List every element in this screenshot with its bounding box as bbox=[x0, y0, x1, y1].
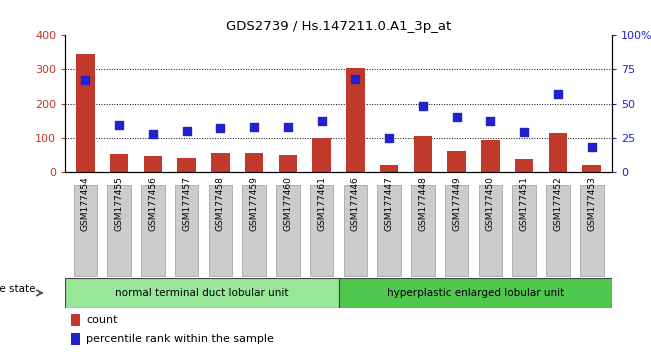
Title: GDS2739 / Hs.147211.0.A1_3p_at: GDS2739 / Hs.147211.0.A1_3p_at bbox=[226, 20, 451, 33]
Bar bbox=[346, 68, 365, 172]
Bar bbox=[481, 140, 500, 172]
Point bbox=[182, 128, 192, 133]
FancyBboxPatch shape bbox=[107, 185, 131, 276]
Point bbox=[114, 122, 124, 128]
FancyBboxPatch shape bbox=[74, 185, 97, 276]
Point bbox=[553, 91, 563, 97]
Text: GSM177447: GSM177447 bbox=[385, 176, 394, 231]
Text: GSM177457: GSM177457 bbox=[182, 176, 191, 231]
Point bbox=[451, 114, 462, 120]
Bar bbox=[380, 165, 398, 172]
Text: GSM177446: GSM177446 bbox=[351, 176, 360, 231]
FancyBboxPatch shape bbox=[344, 185, 367, 276]
Point bbox=[80, 78, 90, 83]
Bar bbox=[110, 154, 128, 172]
Bar bbox=[549, 132, 567, 172]
Point bbox=[283, 124, 293, 130]
FancyBboxPatch shape bbox=[208, 185, 232, 276]
FancyBboxPatch shape bbox=[546, 185, 570, 276]
FancyBboxPatch shape bbox=[242, 185, 266, 276]
FancyBboxPatch shape bbox=[411, 185, 435, 276]
Text: GSM177456: GSM177456 bbox=[148, 176, 158, 231]
Bar bbox=[312, 138, 331, 172]
Point bbox=[587, 144, 597, 150]
FancyBboxPatch shape bbox=[141, 185, 165, 276]
FancyBboxPatch shape bbox=[478, 185, 502, 276]
FancyBboxPatch shape bbox=[580, 185, 603, 276]
Point bbox=[215, 125, 226, 131]
Bar bbox=[245, 153, 264, 172]
FancyBboxPatch shape bbox=[175, 185, 199, 276]
Text: GSM177448: GSM177448 bbox=[419, 176, 428, 231]
Text: count: count bbox=[86, 315, 117, 325]
Text: GSM177460: GSM177460 bbox=[283, 176, 292, 231]
Bar bbox=[70, 314, 81, 326]
Text: percentile rank within the sample: percentile rank within the sample bbox=[86, 334, 274, 344]
Point bbox=[384, 135, 395, 141]
Bar bbox=[447, 151, 466, 172]
FancyBboxPatch shape bbox=[512, 185, 536, 276]
Text: GSM177451: GSM177451 bbox=[519, 176, 529, 231]
Text: GSM177458: GSM177458 bbox=[216, 176, 225, 231]
Text: GSM177455: GSM177455 bbox=[115, 176, 124, 231]
Text: GSM177450: GSM177450 bbox=[486, 176, 495, 231]
Point bbox=[519, 129, 529, 135]
Bar bbox=[339, 278, 612, 308]
FancyBboxPatch shape bbox=[378, 185, 401, 276]
Bar bbox=[211, 153, 230, 172]
Text: GSM177449: GSM177449 bbox=[452, 176, 461, 231]
FancyBboxPatch shape bbox=[445, 185, 469, 276]
Point bbox=[148, 131, 158, 136]
Text: GSM177459: GSM177459 bbox=[249, 176, 258, 231]
Bar bbox=[70, 333, 81, 345]
Text: hyperplastic enlarged lobular unit: hyperplastic enlarged lobular unit bbox=[387, 288, 564, 298]
Point bbox=[249, 124, 259, 130]
Bar bbox=[583, 165, 601, 172]
Point bbox=[418, 103, 428, 109]
FancyBboxPatch shape bbox=[310, 185, 333, 276]
Bar bbox=[144, 156, 162, 172]
Bar bbox=[413, 136, 432, 172]
Text: normal terminal duct lobular unit: normal terminal duct lobular unit bbox=[115, 288, 288, 298]
Text: GSM177452: GSM177452 bbox=[553, 176, 562, 231]
Bar bbox=[177, 158, 196, 172]
Point bbox=[316, 119, 327, 124]
Bar bbox=[76, 54, 94, 172]
Text: disease state: disease state bbox=[0, 284, 36, 294]
Point bbox=[350, 76, 361, 82]
Bar bbox=[65, 278, 339, 308]
Bar bbox=[515, 159, 533, 172]
Text: GSM177453: GSM177453 bbox=[587, 176, 596, 231]
Point bbox=[485, 119, 495, 124]
Text: GSM177454: GSM177454 bbox=[81, 176, 90, 231]
FancyBboxPatch shape bbox=[276, 185, 299, 276]
Text: GSM177461: GSM177461 bbox=[317, 176, 326, 231]
Bar bbox=[279, 155, 297, 172]
